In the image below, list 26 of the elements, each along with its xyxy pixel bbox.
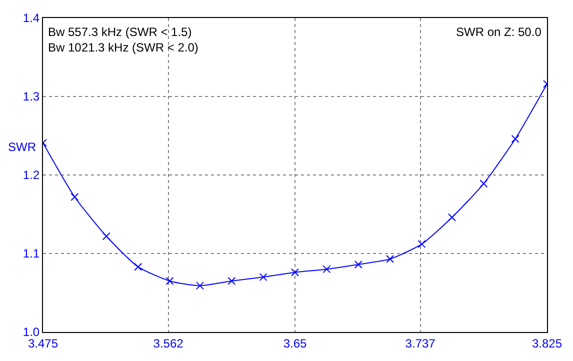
point	[511, 134, 520, 143]
point	[291, 268, 299, 276]
y-tick-label: 1.2	[22, 168, 40, 182]
point	[134, 262, 142, 271]
point	[259, 273, 268, 282]
y-axis-title: SWR	[8, 140, 36, 154]
y-tick-label: 1.3	[22, 90, 40, 104]
point	[354, 260, 362, 268]
annotation: SWR on Z: 50.0	[456, 25, 542, 39]
point	[322, 265, 331, 274]
point	[102, 232, 110, 240]
annotation: Bw 557.3 kHz (SWR < 1.5) Bw 1021.3 kHz (SWR < 2.0)	[48, 25, 198, 55]
x-tick-label: 3.562	[153, 336, 184, 350]
x-tick-label: 3.65	[283, 336, 307, 350]
point	[386, 255, 394, 263]
x-tick-label: 3.825	[532, 336, 562, 350]
point	[448, 213, 456, 222]
x-tick-label: 3.737	[405, 336, 436, 350]
y-tick-label: 1.4	[22, 11, 40, 26]
y-tick-label: 1.1	[22, 246, 40, 261]
point	[418, 240, 426, 248]
point	[228, 276, 236, 285]
point	[70, 192, 79, 201]
point	[196, 282, 204, 290]
point	[480, 180, 488, 188]
point	[166, 276, 174, 285]
